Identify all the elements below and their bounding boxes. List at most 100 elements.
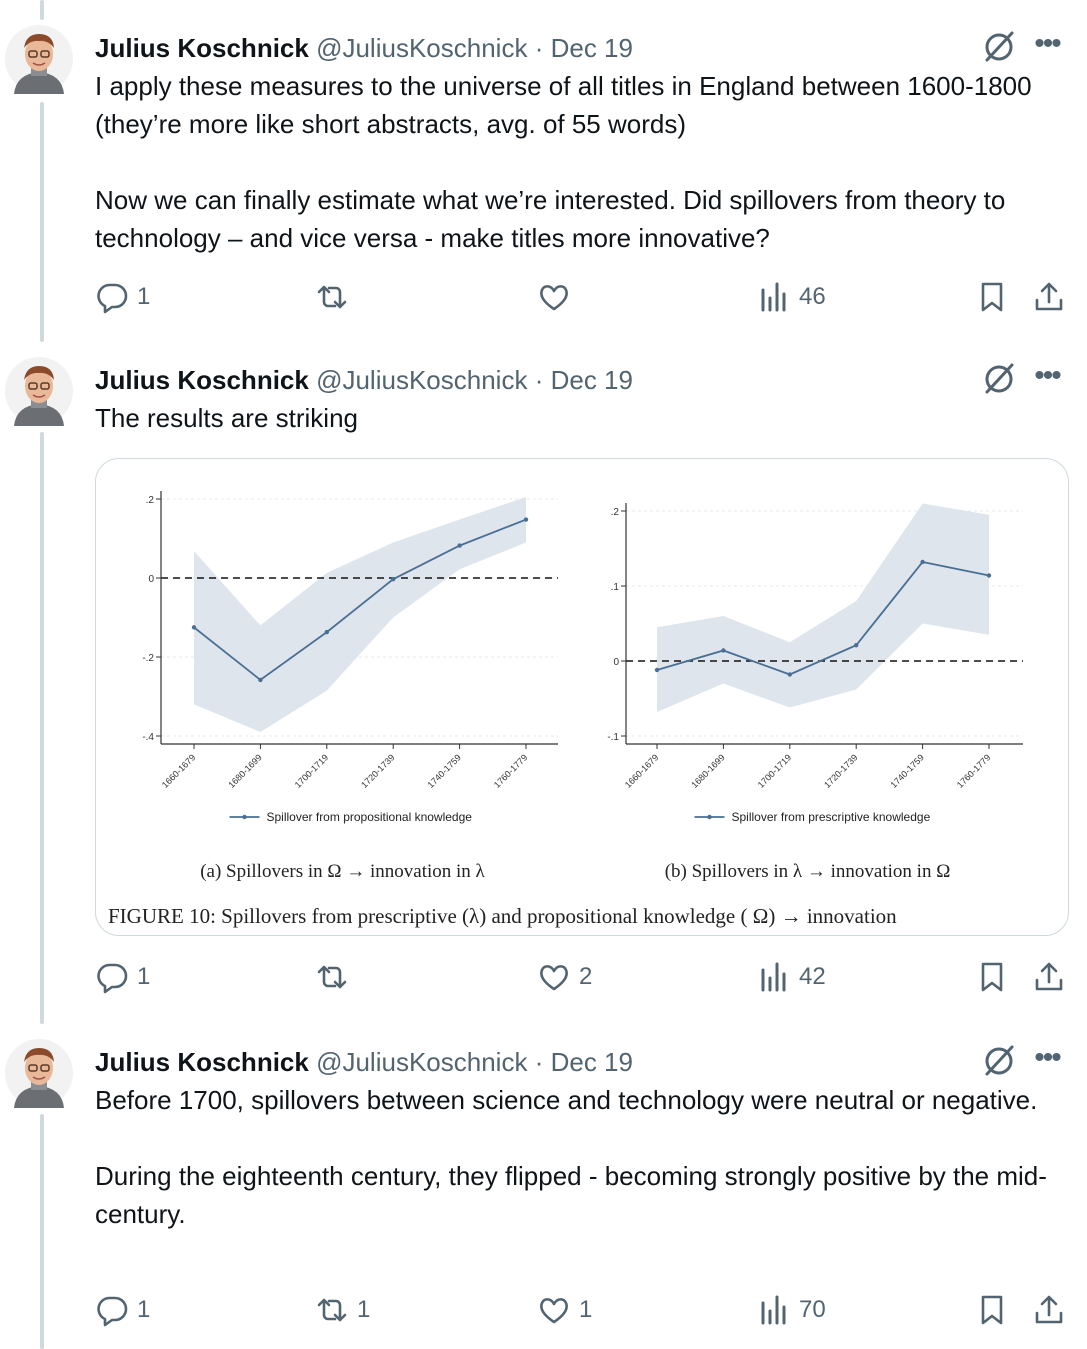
reply-button[interactable]: 1 bbox=[95, 954, 150, 1000]
tweet[interactable]: Julius Koschnick @JuliusKoschnick · Dec … bbox=[0, 356, 1087, 1006]
repost-button[interactable] bbox=[315, 954, 357, 1000]
y-tick-label: -.4 bbox=[142, 732, 154, 743]
data-point bbox=[191, 625, 197, 630]
thread-line bbox=[40, 0, 44, 20]
reply-button[interactable]: 1 bbox=[95, 1287, 150, 1333]
panel-caption: (a) Spillovers in Ω → innovation in λ bbox=[200, 861, 485, 882]
panel-caption: (b) Spillovers in λ → innovation in Ω bbox=[665, 861, 951, 882]
like-button[interactable]: 1 bbox=[537, 1287, 592, 1333]
bookmark-button[interactable] bbox=[975, 1287, 1009, 1333]
views-button[interactable]: 70 bbox=[757, 1287, 826, 1333]
legend-label: Spillover from propositional knowledge bbox=[267, 810, 473, 824]
tweet-text: The results are striking bbox=[95, 403, 358, 433]
x-tick-label: 1760-1779 bbox=[955, 752, 993, 790]
repost-icon bbox=[315, 280, 349, 314]
x-tick-label: 1700-1719 bbox=[293, 752, 331, 790]
tweet-header: Julius Koschnick @JuliusKoschnick · Dec … bbox=[95, 28, 1087, 68]
reply-button[interactable]: 1 bbox=[95, 274, 150, 320]
share-button[interactable] bbox=[1032, 274, 1066, 320]
views-button[interactable]: 46 bbox=[757, 274, 826, 320]
data-point bbox=[787, 672, 792, 677]
tweet-date[interactable]: Dec 19 bbox=[550, 365, 633, 395]
repost-icon bbox=[315, 960, 349, 994]
share-icon bbox=[1032, 280, 1066, 314]
data-point bbox=[523, 517, 529, 522]
x-tick-label: 1680-1699 bbox=[689, 752, 727, 790]
reply-count: 1 bbox=[137, 283, 151, 310]
views-count: 42 bbox=[799, 963, 826, 990]
avatar[interactable] bbox=[4, 1038, 74, 1108]
confidence-band bbox=[194, 497, 526, 733]
reply-count: 1 bbox=[137, 1296, 151, 1323]
author-name[interactable]: Julius Koschnick bbox=[95, 1047, 309, 1077]
data-point bbox=[654, 667, 660, 673]
share-button[interactable] bbox=[1032, 1287, 1066, 1333]
more-icon[interactable]: ••• bbox=[1034, 27, 1062, 60]
series-line bbox=[656, 561, 990, 676]
confidence-band bbox=[657, 503, 989, 712]
data-point bbox=[324, 629, 329, 635]
views-count: 70 bbox=[799, 1296, 826, 1323]
separator: · bbox=[534, 33, 544, 63]
share-icon bbox=[1032, 960, 1066, 994]
y-tick-label: 0 bbox=[148, 574, 154, 585]
chart-panel-b: .2 .1 0 -.1 1660-1679 1680-1699 1700-1719 1720-… bbox=[607, 503, 1023, 882]
tweet-header: Julius Koschnick @JuliusKoschnick · Dec … bbox=[95, 1042, 1087, 1082]
tweet-actions: 1 1 1 70 bbox=[95, 1287, 1087, 1333]
heart-icon bbox=[537, 1293, 571, 1327]
data-point bbox=[391, 576, 396, 582]
separator: · bbox=[534, 365, 544, 395]
data-point bbox=[721, 648, 726, 653]
reply-icon bbox=[95, 1293, 129, 1327]
data-point bbox=[986, 573, 992, 578]
grok-icon[interactable] bbox=[981, 360, 1017, 396]
more-icon[interactable]: ••• bbox=[1034, 1041, 1062, 1074]
views-icon bbox=[757, 1293, 791, 1327]
series-line bbox=[193, 518, 527, 682]
x-tick-label: 1720-1739 bbox=[359, 752, 397, 790]
more-icon[interactable]: ••• bbox=[1034, 359, 1062, 392]
y-tick-label: -.2 bbox=[142, 653, 154, 664]
author-handle[interactable]: @JuliusKoschnick bbox=[316, 33, 528, 63]
tweet-date[interactable]: Dec 19 bbox=[550, 1047, 633, 1077]
chart-panel-a: .2 0 -.2 -.4 1660-1679 1680-1699 1700-1719 1720… bbox=[142, 491, 558, 882]
reply-icon bbox=[95, 280, 129, 314]
tweet-date[interactable]: Dec 19 bbox=[550, 33, 633, 63]
legend-label: Spillover from prescriptive knowledge bbox=[732, 810, 931, 824]
like-count: 1 bbox=[579, 1296, 593, 1323]
x-tick-label: 1740-1759 bbox=[426, 752, 464, 790]
tweet[interactable]: Julius Koschnick @JuliusKoschnick · Dec … bbox=[0, 24, 1087, 324]
heart-icon bbox=[537, 280, 571, 314]
author-handle[interactable]: @JuliusKoschnick bbox=[316, 365, 528, 395]
repost-button[interactable]: 1 bbox=[315, 1287, 370, 1333]
like-button[interactable]: 2 bbox=[537, 954, 592, 1000]
y-tick-label: 0 bbox=[613, 657, 619, 668]
author-name[interactable]: Julius Koschnick bbox=[95, 365, 309, 395]
data-point bbox=[854, 643, 859, 648]
views-button[interactable]: 42 bbox=[757, 954, 826, 1000]
avatar[interactable] bbox=[4, 356, 74, 426]
tweet-text: I apply these measures to the universe o… bbox=[95, 71, 1032, 253]
figure-caption: FIGURE 10: Spillovers from prescriptive … bbox=[108, 904, 897, 928]
repost-button[interactable] bbox=[315, 274, 357, 320]
thread-line bbox=[40, 102, 44, 342]
tweet-header: Julius Koschnick @JuliusKoschnick · Dec … bbox=[95, 360, 1087, 400]
grok-icon[interactable] bbox=[981, 1042, 1017, 1078]
tweet-actions: 1 2 42 bbox=[95, 954, 1087, 1000]
avatar[interactable] bbox=[4, 24, 74, 94]
y-tick-label: .1 bbox=[611, 582, 620, 593]
grok-icon[interactable] bbox=[981, 28, 1017, 64]
tweet-actions: 1 46 bbox=[95, 274, 1087, 320]
like-button[interactable] bbox=[537, 274, 579, 320]
views-icon bbox=[757, 280, 791, 314]
bookmark-button[interactable] bbox=[975, 954, 1009, 1000]
author-handle[interactable]: @JuliusKoschnick bbox=[316, 1047, 528, 1077]
share-button[interactable] bbox=[1032, 954, 1066, 1000]
tweet[interactable]: Julius Koschnick @JuliusKoschnick · Dec … bbox=[0, 1038, 1087, 1338]
author-name[interactable]: Julius Koschnick bbox=[95, 33, 309, 63]
share-icon bbox=[1032, 1293, 1066, 1327]
y-tick-label: -.1 bbox=[607, 732, 619, 743]
media-image[interactable]: .2 0 -.2 -.4 1660-1679 1680-1699 1700-1719 1720… bbox=[95, 458, 1069, 936]
bookmark-button[interactable] bbox=[975, 274, 1009, 320]
x-tick-label: 1660-1679 bbox=[160, 752, 198, 790]
